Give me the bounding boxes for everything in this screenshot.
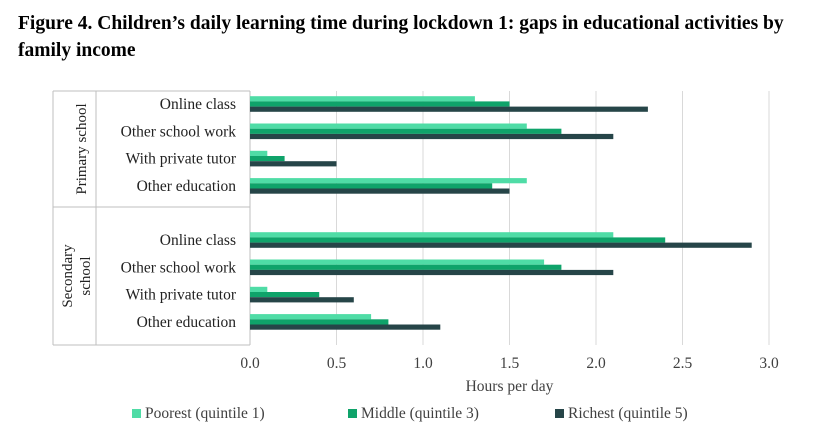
bar	[250, 123, 527, 129]
bar	[250, 314, 372, 320]
bar	[250, 161, 337, 167]
bar	[250, 133, 614, 140]
category-label: Other school work	[121, 259, 237, 276]
bar	[250, 286, 268, 292]
bar	[250, 292, 320, 298]
category-label: Online class	[160, 96, 236, 113]
bar	[250, 237, 666, 243]
chart-title: Figure 4. Children’s daily learning time…	[18, 13, 784, 61]
legend-label: Middle (quintile 3)	[361, 405, 479, 422]
legend-swatch	[132, 409, 141, 418]
group-label: Primary school	[74, 103, 90, 194]
legend-label: Richest (quintile 5)	[568, 405, 688, 422]
bar	[250, 264, 562, 270]
bar	[250, 297, 354, 303]
x-tick-label: 3.0	[759, 355, 779, 372]
category-label: With private tutor	[126, 151, 237, 168]
bar	[250, 242, 752, 248]
category-label: Other education	[137, 178, 237, 195]
bar	[250, 128, 562, 134]
bar	[250, 178, 527, 184]
category-label: Other school work	[121, 123, 237, 140]
bar	[250, 259, 545, 265]
category-label: Online class	[160, 232, 236, 249]
x-tick-label: 2.5	[673, 355, 693, 372]
bar	[250, 269, 614, 276]
bar	[250, 232, 614, 238]
category-label: Other education	[137, 314, 237, 331]
legend-label: Poorest (quintile 1)	[145, 405, 265, 422]
bar	[250, 156, 285, 162]
x-tick-label: 0.5	[327, 355, 347, 372]
legend-swatch	[348, 409, 357, 418]
x-tick-label: 1.0	[413, 355, 433, 372]
group-label: school	[78, 256, 94, 295]
bar	[250, 101, 510, 107]
category-label: With private tutor	[126, 287, 237, 304]
legend-swatch	[555, 409, 564, 418]
x-tick-label: 0.0	[240, 355, 260, 372]
bar	[250, 106, 648, 112]
bar	[250, 183, 493, 189]
x-tick-label: 1.5	[500, 355, 520, 372]
bar	[250, 150, 268, 156]
bar	[250, 319, 389, 325]
x-tick-label: 2.0	[586, 355, 606, 372]
group-label: Secondary	[60, 244, 76, 308]
bar	[250, 96, 475, 102]
bar	[250, 324, 441, 330]
bar	[250, 188, 510, 194]
x-axis-label: Hours per day	[466, 378, 554, 395]
